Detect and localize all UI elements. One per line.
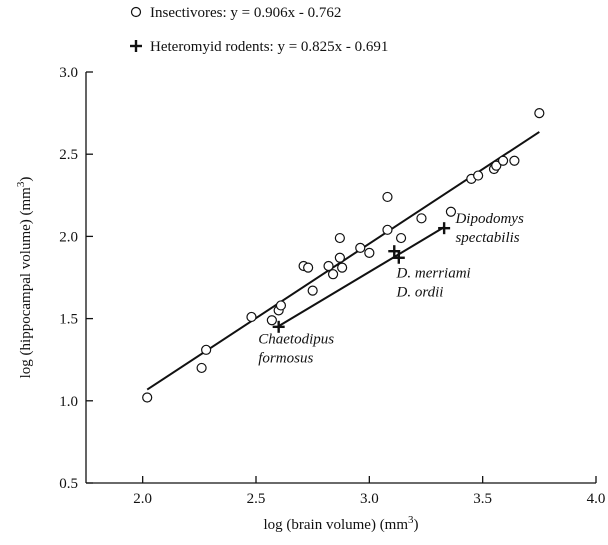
y-tick-label: 2.5 xyxy=(59,147,78,163)
annotation-line: formosus xyxy=(258,350,313,366)
heteromyid-point xyxy=(272,320,285,333)
insectivore-point xyxy=(334,232,345,244)
insectivore-point xyxy=(509,155,520,166)
x-tick-label: 2.5 xyxy=(247,491,266,507)
x-tick-label: 3.5 xyxy=(473,491,492,507)
axes: 0.5 1.0 1.5 2.0 2.5 3.0 2.0 2.5 3.0 3.5 4.0 log (br… xyxy=(15,65,605,533)
insectivore-point xyxy=(246,311,257,323)
x-axis-label-sup: 3 xyxy=(408,514,414,526)
insectivore-point xyxy=(201,344,212,355)
insectivore-point xyxy=(355,242,366,254)
insectivore-point xyxy=(491,160,502,171)
insectivore-point xyxy=(334,252,345,263)
data-points xyxy=(142,107,545,403)
annotation-line: D. ordii xyxy=(396,285,444,301)
legend: Insectivores: y = 0.906x - 0.762 Heteromy… xyxy=(130,5,388,55)
y-tick-label: 2.0 xyxy=(59,229,78,245)
annotations: Dipodomys spectabilis D. merriami D. ordii C… xyxy=(258,211,524,366)
insectivore-point xyxy=(534,107,545,119)
insectivore-point xyxy=(196,362,207,374)
y-axis-label-text: log (hippocampal volume) (mm xyxy=(18,187,34,379)
insectivore-point xyxy=(142,392,153,403)
heteromyid-point xyxy=(388,245,401,258)
annotation-label: D. merriami D. ordii xyxy=(396,266,471,301)
annotation-line: D. merriami xyxy=(396,266,471,282)
x-tick-label: 3.0 xyxy=(360,491,379,507)
insectivore-point xyxy=(497,155,509,166)
insectivore-point xyxy=(307,285,318,296)
x-axis-label-close: ) xyxy=(414,517,419,533)
insectivore-point xyxy=(473,170,484,181)
y-axis-label-sup: 3 xyxy=(15,181,27,187)
x-tick-label: 2.0 xyxy=(133,491,152,507)
insectivore-point xyxy=(337,262,348,273)
insectivore-point xyxy=(323,260,334,272)
x-tick-label: 4.0 xyxy=(587,491,606,507)
legend-marker-circle xyxy=(130,6,142,18)
insectivore-point xyxy=(275,300,287,311)
insectivore-point xyxy=(416,213,427,224)
annotation-label: Dipodomys spectabilis xyxy=(454,211,523,246)
y-tick-label: 1.5 xyxy=(59,312,78,328)
legend-entry: Heteromyid rodents: y = 0.825x - 0.691 xyxy=(150,39,388,55)
x-axis-label: log (brain volume) (mm3) xyxy=(263,514,418,533)
insectivore-point xyxy=(382,224,393,235)
annotation-label: Chaetodipus formosus xyxy=(258,331,334,366)
heteromyid-point xyxy=(438,222,451,235)
legend-entry: Insectivores: y = 0.906x - 0.762 xyxy=(150,5,341,21)
y-tick-label: 1.0 xyxy=(59,394,78,410)
annotation-line: Chaetodipus xyxy=(258,331,334,347)
insectivore-point xyxy=(303,262,314,273)
insectivore-point xyxy=(382,191,393,203)
heteromyid-point xyxy=(392,251,405,264)
annotation-line: Dipodomys xyxy=(454,211,523,227)
y-axis-label-close: ) xyxy=(18,177,34,182)
x-axis-label-text: log (brain volume) (mm xyxy=(263,517,408,533)
fit-line-heteromyids xyxy=(278,226,445,328)
y-axis-label: log (hippocampal volume) (mm3) xyxy=(15,177,34,379)
annotation-line: spectabilis xyxy=(455,230,519,246)
insectivore-point xyxy=(327,269,339,280)
insectivore-point xyxy=(364,247,375,258)
insectivore-point xyxy=(395,232,407,244)
y-tick-label: 0.5 xyxy=(59,476,78,492)
insectivore-point xyxy=(266,315,277,326)
y-tick-label: 3.0 xyxy=(59,65,78,81)
insectivore-point xyxy=(445,206,457,217)
